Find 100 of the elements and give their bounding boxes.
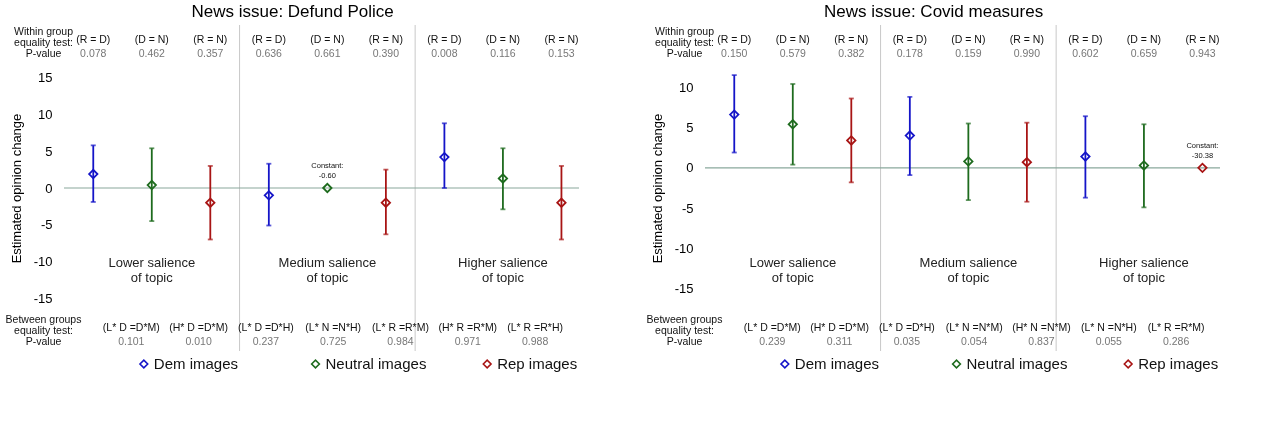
y-tick-label: 10 <box>38 106 53 122</box>
y-tick-label: -5 <box>40 217 53 233</box>
text: 0.239 <box>759 335 786 348</box>
legend-label: Dem images <box>794 355 880 372</box>
text: (D = N) <box>134 32 169 45</box>
text: 0.237 <box>252 335 280 348</box>
y-tick-label: 10 <box>679 79 694 95</box>
text: 0.035 <box>893 335 921 348</box>
text: 0.943 <box>1189 47 1216 60</box>
text: 0.837 <box>1028 335 1055 348</box>
chart-title: News issue: Defund Police <box>191 1 394 21</box>
text: (L* N =N*H) <box>305 320 362 333</box>
y-tick-label: -10 <box>674 240 694 256</box>
text: 0.150 <box>721 47 748 60</box>
text: 0.579 <box>779 47 807 60</box>
y-tick-label: -5 <box>681 200 694 216</box>
text: (L* R =R*M) <box>372 320 429 333</box>
text: (R = N) <box>368 32 403 45</box>
text: (D = N) <box>775 32 810 45</box>
chart-title: News issue: Covid measures <box>823 1 1044 21</box>
text: 0.971 <box>454 335 482 348</box>
text: (L* D =D*H) <box>238 320 294 333</box>
annotation: Medium salience of topic <box>919 255 1018 285</box>
y-tick-label: -10 <box>33 254 53 270</box>
text: 0.116 <box>490 47 516 60</box>
y-tick-label: 15 <box>38 70 53 86</box>
text: (R = D) <box>1068 32 1103 45</box>
text: (L* N =N*H) <box>1080 320 1137 333</box>
text: (R = N) <box>193 32 228 45</box>
text: 0.636 <box>255 47 283 60</box>
text: (D = N) <box>951 32 986 45</box>
text: 0.988 <box>521 335 549 348</box>
annotation: Medium salience of topic <box>278 255 377 285</box>
text: 0.725 <box>320 335 347 348</box>
text: (D = N) <box>485 32 520 45</box>
text: 0.153 <box>548 47 575 60</box>
text: (H* D =D*M) <box>810 320 869 333</box>
y-tick-label: 5 <box>45 143 53 159</box>
text: (L* D =D*M) <box>743 320 801 333</box>
annotation: Lower salience of topic <box>108 255 196 285</box>
text: P-value <box>25 47 62 60</box>
text: 0.008 <box>431 47 458 60</box>
text: (R = D) <box>76 32 111 45</box>
text: (R = N) <box>1009 32 1044 45</box>
annotation: Lower salience of topic <box>749 255 837 285</box>
text: (R = N) <box>544 32 579 45</box>
text: (D = N) <box>310 32 345 45</box>
text: (R = D) <box>717 32 752 45</box>
text: 0.054 <box>961 335 988 348</box>
text: 0.159 <box>955 47 982 60</box>
text: (R = N) <box>1185 32 1220 45</box>
y-tick-label: 0 <box>45 180 53 196</box>
y-tick-label: -15 <box>33 290 53 306</box>
text: P-value <box>666 335 703 348</box>
y-tick-label: 0 <box>686 160 694 176</box>
y-axis-title: Estimated opinion change <box>8 113 24 264</box>
annotation: Higher salience of topic <box>458 255 548 285</box>
text: 0.390 <box>372 47 400 60</box>
text: 0.990 <box>1013 47 1041 60</box>
text: P-value <box>25 335 62 348</box>
text: 0.602 <box>1072 47 1099 60</box>
text: 0.078 <box>80 47 107 60</box>
text: Within group equality test: <box>655 25 715 49</box>
text: Between groups equality test: <box>5 313 82 337</box>
text: (L* D =D*M) <box>102 320 160 333</box>
legend-label: Neutral images <box>325 355 427 372</box>
legend-label: Dem images <box>153 355 239 372</box>
text: Within group equality test: <box>14 25 74 49</box>
y-tick-label: 5 <box>686 120 694 136</box>
text: 0.311 <box>826 335 853 348</box>
text: 0.659 <box>1130 47 1158 60</box>
text: (R = D) <box>251 32 286 45</box>
text: 0.984 <box>387 335 414 348</box>
text: (H* N =N*M) <box>1012 320 1071 333</box>
legend-label: Rep images <box>497 355 578 372</box>
text: (R = D) <box>892 32 927 45</box>
text: (L* R =R*H) <box>507 320 563 333</box>
text: 0.010 <box>185 335 212 348</box>
text: 0.661 <box>314 47 341 60</box>
text: (L* D =D*H) <box>879 320 935 333</box>
text: (R = D) <box>427 32 462 45</box>
text: (H* R =R*M) <box>438 320 498 333</box>
text: 0.462 <box>138 47 166 60</box>
text: 0.055 <box>1095 335 1123 348</box>
text: Between groups equality test: <box>646 313 723 337</box>
text: (L* R =R*M) <box>1147 320 1205 333</box>
text: 0.382 <box>838 47 865 60</box>
text: (L* N =N*M) <box>945 320 1003 333</box>
legend-label: Neutral images <box>966 355 1068 372</box>
legend-label: Rep images <box>1138 355 1219 372</box>
text: 0.178 <box>896 47 924 60</box>
text: 0.286 <box>1162 335 1190 348</box>
text: (H* D =D*M) <box>169 320 228 333</box>
annotation: Higher salience of topic <box>1099 255 1189 285</box>
text: P-value <box>666 47 703 60</box>
y-axis-title: Estimated opinion change <box>649 113 665 264</box>
text: 0.101 <box>118 335 145 348</box>
text: 0.357 <box>197 47 224 60</box>
text: (D = N) <box>1126 32 1161 45</box>
y-tick-label: -15 <box>674 281 694 297</box>
